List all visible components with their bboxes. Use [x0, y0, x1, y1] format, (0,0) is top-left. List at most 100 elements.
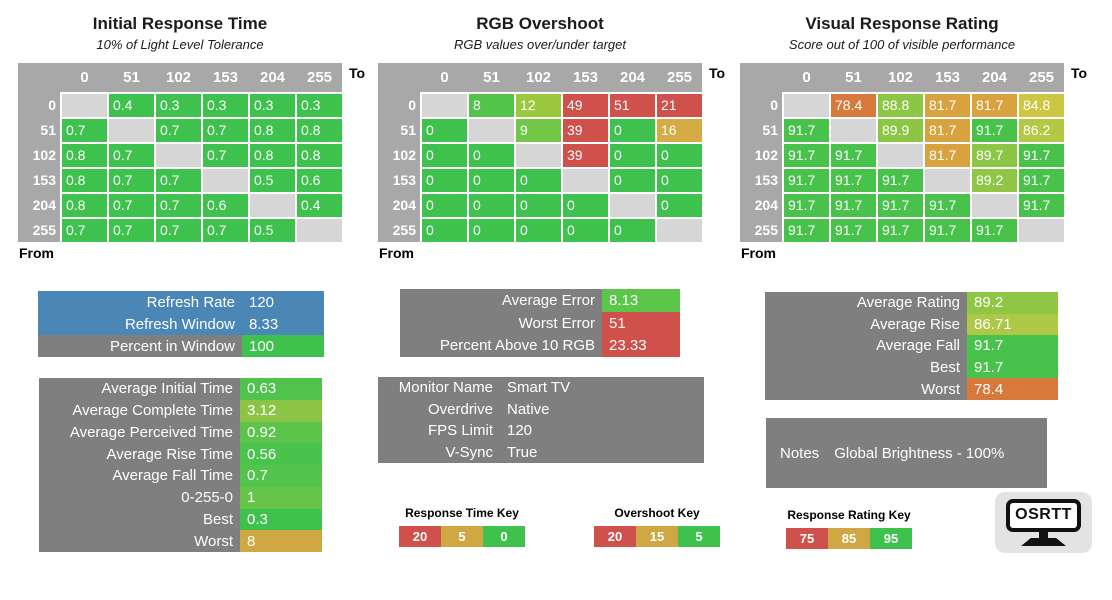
heatmap-cell: 0.7	[109, 169, 154, 192]
table-group: RGB Overshoot RGB values over/under targe…	[378, 14, 746, 264]
overshoot-key: Overshoot Key 20 15 5	[594, 506, 720, 547]
column-header: 153	[212, 69, 239, 86]
column-header: 0	[802, 69, 811, 86]
heatmap-cell: 0.3	[297, 94, 342, 117]
heatmap-cell: 0.7	[62, 119, 107, 142]
key-segment: 20	[594, 526, 636, 547]
stat-label: Average Rating	[765, 292, 967, 314]
heatmap-cell: 0.8	[62, 169, 107, 192]
column-header: 204	[981, 69, 1008, 86]
heatmap-cell: 9	[516, 119, 561, 142]
heatmap-diagonal-cell	[62, 94, 107, 117]
key-segment: 75	[786, 528, 828, 549]
heatmap-cell: 0.4	[109, 94, 154, 117]
heatmap-diagonal-cell	[297, 219, 342, 242]
axis-label-to: To	[349, 65, 366, 81]
stat-value: 91.7	[967, 356, 1058, 379]
heatmap-row-label-column	[378, 63, 420, 242]
heatmap-cell: 84.8	[1019, 94, 1064, 117]
heatmap-cell: 0	[422, 194, 467, 217]
heatmap-cell: 81.7	[925, 144, 970, 167]
stat-label: Overdrive	[378, 398, 500, 420]
key-title: Response Time Key	[405, 506, 519, 520]
row-header: 255	[754, 222, 778, 238]
stat-row: Average Initial Time 0.63	[39, 378, 322, 400]
heatmap-diagonal-cell	[422, 94, 467, 117]
stat-row: Overdrive Native	[378, 398, 704, 420]
heatmap-cell: 91.7	[972, 119, 1017, 142]
heatmap-cell: 12	[516, 94, 561, 117]
stat-value: 3.12	[240, 399, 322, 422]
heatmap-cell: 91.7	[784, 144, 829, 167]
axis-label-from: From	[379, 245, 414, 261]
heatmap-cell: 91.7	[972, 219, 1017, 242]
stat-row: Average Fall 91.7	[765, 335, 1058, 357]
column-header: 51	[123, 69, 140, 86]
refresh-stats-panel: Refresh Rate 120 Refresh Window 8.33 Percent…	[38, 291, 324, 357]
heatmap-cell: 0	[657, 194, 702, 217]
stat-label: Average Perceived Time	[39, 421, 240, 444]
stat-row: Best 0.3	[39, 508, 322, 531]
heatmap-cell: 0.6	[297, 169, 342, 192]
heatmap-cell: 0	[469, 169, 514, 192]
heatmap-cell: 91.7	[784, 219, 829, 242]
stat-label: V-Sync	[378, 441, 500, 463]
overshoot-stats-panel: Average Error 8.13 Worst Error 51 Percent Ab…	[400, 289, 680, 358]
column-header: 102	[165, 69, 192, 86]
response-time-stats-panel: Average Initial Time 0.63 Average Complete…	[39, 378, 322, 552]
stat-value: 0.63	[240, 378, 322, 400]
heatmap-cell: 91.7	[831, 144, 876, 167]
osrtt-logo-stand	[1039, 532, 1048, 538]
heatmap-cell: 91.7	[784, 194, 829, 217]
stat-label: Average Initial Time	[39, 378, 240, 400]
heatmap-diagonal-cell	[250, 194, 295, 217]
heatmap-grid: 0 51 102 153 204 255 0 0.4 0.3 0.3 0.3 0.3 51 0.7 0.7 0…	[18, 63, 365, 261]
stat-label: Worst	[765, 378, 967, 400]
heatmap-cell: 21	[657, 94, 702, 117]
stat-value: 51	[602, 311, 680, 335]
heatmap-cell: 0	[422, 119, 467, 142]
heatmap-diagonal-cell	[1019, 219, 1064, 242]
heatmap-cell: 0.3	[203, 94, 248, 117]
heatmap-cell: 91.7	[831, 219, 876, 242]
heatmap-cell: 86.2	[1019, 119, 1064, 142]
stat-row: Worst 78.4	[765, 378, 1058, 400]
heatmap-row-label-column	[18, 63, 60, 242]
osrtt-logo-text: OSRTT	[1015, 506, 1072, 523]
row-header: 51	[762, 122, 778, 138]
stat-label: Percent Above 10 RGB	[400, 334, 602, 358]
heatmap-cell: 0.8	[297, 119, 342, 142]
table-subtitle: RGB values over/under target	[454, 37, 626, 52]
heatmap-diagonal-cell	[109, 119, 154, 142]
heatmap-cell: 81.7	[972, 94, 1017, 117]
heatmap-cell: 88.8	[878, 94, 923, 117]
heatmap-cell: 81.7	[925, 119, 970, 142]
column-header: 102	[525, 69, 552, 86]
row-header: 153	[754, 172, 778, 188]
stat-row: 0-255-0 1	[39, 486, 322, 509]
row-header: 204	[754, 197, 778, 213]
column-header: 255	[666, 69, 693, 86]
heatmap-diagonal-cell	[610, 194, 655, 217]
stat-label: Average Fall	[765, 335, 967, 357]
column-header: 255	[306, 69, 333, 86]
stat-row: Worst Error 51	[400, 311, 680, 335]
key-segment: 85	[828, 528, 870, 549]
row-header: 0	[48, 97, 56, 113]
heatmap-cell: 0.8	[250, 119, 295, 142]
row-header: 255	[32, 222, 56, 238]
row-header: 153	[32, 172, 56, 188]
row-header: 153	[392, 172, 416, 188]
heatmap-cell: 91.7	[878, 169, 923, 192]
heatmap-diagonal-cell	[878, 144, 923, 167]
heatmap-diagonal-cell	[469, 119, 514, 142]
heatmap-header-row	[18, 63, 342, 92]
stat-value: Native	[500, 398, 704, 420]
stat-row: Percent Above 10 RGB 23.33	[400, 334, 680, 358]
stat-label: Average Error	[400, 289, 602, 312]
heatmap-cell: 0	[469, 144, 514, 167]
stat-label: Best	[765, 356, 967, 379]
heatmap-cell: 0	[610, 119, 655, 142]
heatmap-cell: 0	[469, 219, 514, 242]
heatmap-cell: 91.7	[878, 219, 923, 242]
